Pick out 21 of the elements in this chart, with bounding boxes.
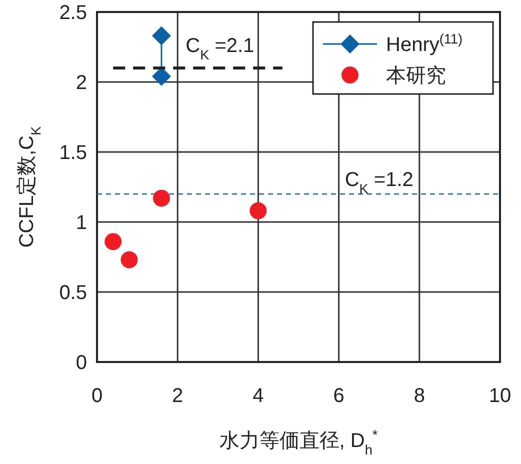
point: [104, 233, 122, 250]
y-tick-label: 1.5: [59, 142, 87, 164]
x-tick-label: 2: [172, 385, 184, 407]
point: [120, 251, 138, 268]
ref-line-label: C$_{K}$ =1.2: [344, 169, 414, 197]
x-tick-label: 6: [333, 385, 344, 407]
point: [152, 190, 170, 207]
x-tick-label: 8: [414, 385, 425, 407]
y-tick-label: 2.5: [59, 2, 87, 24]
legend-label: 本研究: [386, 65, 446, 87]
annotation: C$_{K}$ =2.1: [186, 35, 254, 63]
point: [250, 202, 267, 220]
y-tick-label: 0: [76, 352, 87, 374]
x-tick-label: 4: [252, 385, 264, 407]
x-tick-label: 10: [488, 385, 512, 407]
y-tick-label: 0.5: [59, 282, 87, 304]
y-tick-label: 1: [76, 212, 87, 234]
y-tick-label: 2: [76, 72, 87, 94]
x-tick-label: 0: [91, 385, 103, 407]
legend-label: Henry$^{(11)}$: [386, 31, 463, 56]
point: [152, 26, 171, 46]
